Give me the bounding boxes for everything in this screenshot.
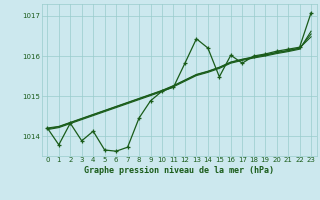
X-axis label: Graphe pression niveau de la mer (hPa): Graphe pression niveau de la mer (hPa): [84, 166, 274, 175]
